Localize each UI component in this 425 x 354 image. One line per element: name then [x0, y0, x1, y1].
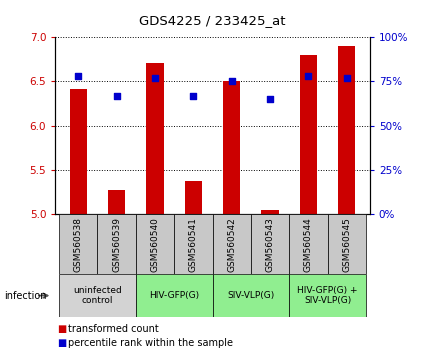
Text: GDS4225 / 233425_at: GDS4225 / 233425_at [139, 13, 286, 27]
Point [190, 93, 197, 98]
Text: uninfected
control: uninfected control [73, 286, 122, 305]
Bar [300, 55, 317, 214]
Text: SIV-VLP(G): SIV-VLP(G) [227, 291, 275, 300]
Point [266, 96, 273, 102]
Point [152, 75, 159, 81]
Bar [212, 274, 289, 317]
Bar [328, 214, 366, 274]
Bar [261, 210, 279, 214]
Text: GSM560544: GSM560544 [304, 217, 313, 272]
Text: GSM560542: GSM560542 [227, 217, 236, 272]
Bar [289, 274, 366, 317]
Bar [185, 181, 202, 214]
Bar [59, 274, 136, 317]
Point [113, 93, 120, 98]
Text: infection: infection [4, 291, 47, 301]
Bar [212, 214, 251, 274]
Text: GSM560540: GSM560540 [150, 217, 159, 272]
Bar [338, 46, 355, 214]
Bar [97, 214, 136, 274]
Bar [223, 81, 240, 214]
Bar [289, 214, 328, 274]
Text: HIV-GFP(G) +
SIV-VLP(G): HIV-GFP(G) + SIV-VLP(G) [298, 286, 358, 305]
Text: ■: ■ [57, 338, 67, 348]
Point [343, 75, 350, 81]
Text: HIV-GFP(G): HIV-GFP(G) [149, 291, 199, 300]
Text: GSM560539: GSM560539 [112, 217, 121, 272]
Bar [251, 214, 289, 274]
Text: GSM560543: GSM560543 [266, 217, 275, 272]
Bar [146, 63, 164, 214]
Bar [174, 214, 212, 274]
Point [75, 73, 82, 79]
Text: GSM560545: GSM560545 [342, 217, 351, 272]
Text: GSM560538: GSM560538 [74, 217, 83, 272]
Bar [136, 274, 212, 317]
Bar [108, 190, 125, 214]
Text: ■: ■ [57, 324, 67, 334]
Text: GSM560541: GSM560541 [189, 217, 198, 272]
Bar [59, 214, 97, 274]
Bar [70, 88, 87, 214]
Text: percentile rank within the sample: percentile rank within the sample [68, 338, 233, 348]
Text: transformed count: transformed count [68, 324, 159, 334]
Point [305, 73, 312, 79]
Bar [136, 214, 174, 274]
Point [228, 79, 235, 84]
